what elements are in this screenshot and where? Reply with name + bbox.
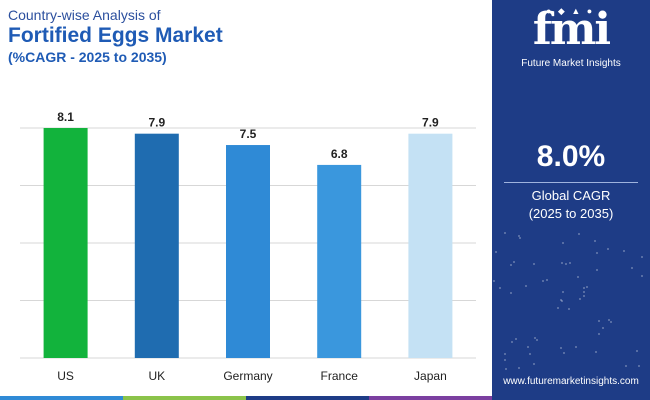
texture-dot (602, 327, 604, 329)
texture-dot (513, 261, 515, 263)
texture-dot (583, 287, 585, 289)
texture-dot (598, 320, 600, 322)
value-label-us: 8.1 (57, 110, 74, 124)
footer-color-bar (0, 396, 492, 400)
texture-dot (631, 267, 633, 269)
side-panel: fmi ● ◆ ▲ ● Future Market Insights 8.0% … (492, 0, 650, 400)
texture-dot (536, 339, 538, 341)
texture-dot (557, 307, 559, 309)
value-labels: 8.1 7.9 7.5 6.8 7.9 (57, 110, 439, 161)
bar-us (43, 128, 88, 358)
bar-france (317, 164, 362, 358)
texture-dot (594, 240, 596, 242)
texture-dot (623, 250, 625, 252)
texture-dot (636, 350, 638, 352)
texture-dot (583, 295, 585, 297)
texture-dot (596, 269, 598, 271)
texture-dot (561, 300, 563, 302)
texture-dot (577, 276, 579, 278)
texture-dot (495, 251, 497, 253)
texture-dot (560, 299, 562, 301)
texture-dot (562, 291, 564, 293)
x-tick-japan: Japan (414, 369, 447, 383)
global-cagr-label: Global CAGR (531, 188, 611, 203)
chart-header: Country-wise Analysis of Fortified Eggs … (8, 6, 223, 66)
texture-dot (518, 235, 520, 237)
texture-dot (533, 263, 535, 265)
texture-dot (504, 353, 506, 355)
logo-globe-icons: ● ◆ ▲ ● (546, 6, 595, 16)
texture-dot (515, 338, 517, 340)
texture-dot (511, 341, 513, 343)
footer-segment-green (123, 396, 246, 400)
texture-dot (519, 237, 521, 239)
x-tick-uk: UK (148, 369, 165, 383)
texture-dot (533, 363, 535, 365)
texture-dot (607, 248, 609, 250)
x-tick-france: France (321, 369, 359, 383)
texture-dot (560, 347, 562, 349)
texture-dot (563, 352, 565, 354)
footer-segment-navy (246, 396, 369, 400)
texture-dot (575, 346, 577, 348)
value-label-uk: 7.9 (148, 116, 165, 130)
texture-dot (529, 353, 531, 355)
footer-segment-purple (369, 396, 492, 400)
bar-germany (226, 145, 270, 358)
fmi-logo: fmi ● ◆ ▲ ● Future Market Insights (492, 0, 650, 74)
texture-dot (499, 287, 501, 289)
texture-dot (578, 233, 580, 235)
texture-dot (542, 280, 544, 282)
logo-caption: Future Market Insights (521, 58, 621, 69)
texture-dot (625, 365, 627, 367)
texture-dot (525, 285, 527, 287)
global-cagr-period: (2025 to 2035) (528, 206, 614, 221)
texture-dot (638, 365, 640, 367)
texture-dot (596, 252, 598, 254)
x-tick-us: US (57, 369, 74, 383)
texture-dot (586, 286, 588, 288)
texture-dot (510, 292, 512, 294)
texture-dot (505, 368, 507, 370)
texture-dot (608, 319, 610, 321)
texture-dot (546, 279, 548, 281)
texture-dot (598, 333, 600, 335)
texture-dot (568, 308, 570, 310)
bar-chart: 8.1 7.9 7.5 6.8 7.9 US UK Germany France Japan (20, 110, 476, 383)
texture-dot (583, 291, 585, 293)
texture-dot (565, 263, 567, 265)
texture-dot (569, 262, 571, 264)
texture-dot (504, 359, 506, 361)
value-label-germany: 7.5 (240, 127, 257, 141)
texture-dot (610, 321, 612, 323)
texture-dot (562, 242, 564, 244)
cagr-note: (%CAGR - 2025 to 2035) (8, 49, 167, 65)
footer-segment-blue (0, 396, 123, 400)
texture-dot (527, 346, 529, 348)
global-cagr-value: 8.0% (536, 140, 606, 173)
texture-dot (504, 232, 506, 234)
bars (43, 128, 453, 358)
x-tick-germany: Germany (223, 369, 272, 383)
website-link[interactable]: www.futuremarketinsights.com (503, 376, 639, 387)
texture-dot (641, 275, 643, 277)
logo-text: fmi (532, 4, 611, 55)
chart-subtitle: Country-wise Analysis of (8, 7, 161, 23)
texture-dot (595, 351, 597, 353)
texture-dot (579, 298, 581, 300)
value-label-france: 6.8 (331, 147, 348, 161)
bar-uk (134, 133, 179, 358)
x-tick-labels: US UK Germany France Japan (57, 369, 446, 383)
texture-dot (641, 256, 643, 258)
divider (504, 182, 638, 183)
chart-title: Fortified Eggs Market (8, 24, 223, 47)
texture-dot (561, 262, 563, 264)
texture-dot (534, 337, 536, 339)
value-label-japan: 7.9 (422, 116, 439, 130)
bar-japan (408, 133, 453, 358)
texture-dot (518, 367, 520, 369)
texture-dot (493, 280, 495, 282)
texture-dot (510, 264, 512, 266)
